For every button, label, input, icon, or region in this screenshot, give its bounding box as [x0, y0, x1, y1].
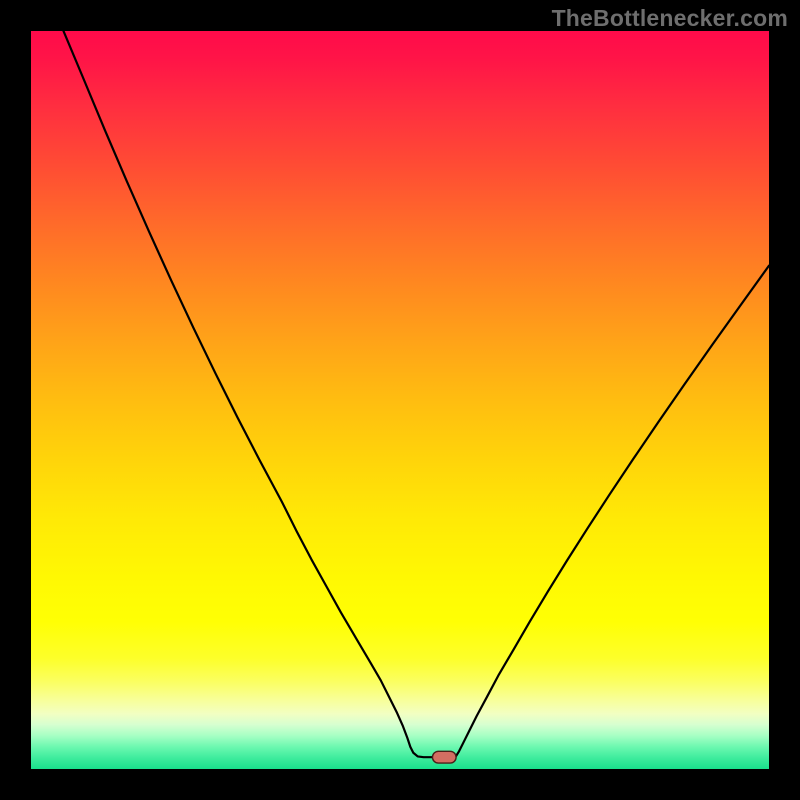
gradient-background: [31, 31, 769, 769]
watermark-text: TheBottlenecker.com: [552, 5, 788, 32]
chart-frame: TheBottlenecker.com: [0, 0, 800, 800]
optimal-point-marker: [432, 751, 456, 763]
plot-area: [31, 31, 769, 769]
bottleneck-chart: [31, 31, 769, 769]
